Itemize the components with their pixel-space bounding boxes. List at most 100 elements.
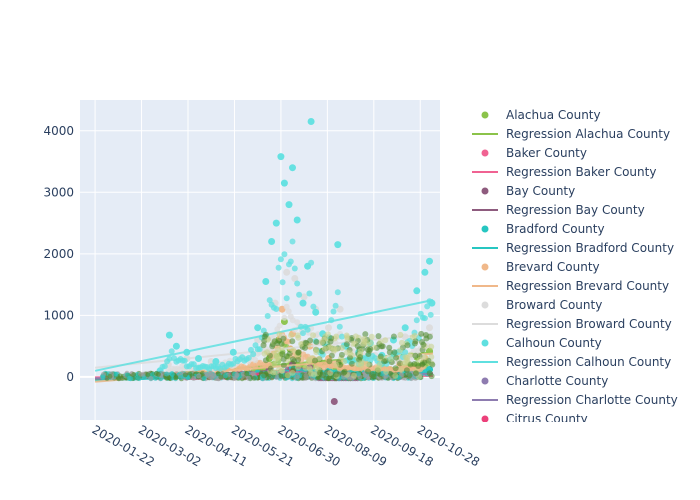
cluster-point <box>338 351 345 358</box>
cluster-point <box>310 332 317 339</box>
cluster-point <box>407 361 414 368</box>
baseline-point <box>356 371 362 377</box>
baseline-point <box>117 373 123 379</box>
baseline-point <box>278 373 284 379</box>
cluster-point <box>383 368 390 375</box>
cluster-point <box>313 339 320 345</box>
baseline-point <box>208 370 213 376</box>
data-point-calhoun-county <box>413 317 420 324</box>
data-point-calhoun-county <box>230 360 237 367</box>
legend-item-regression-calhoun-county[interactable]: Regression Calhoun County <box>472 355 671 369</box>
data-point-calhoun-county <box>293 216 301 224</box>
cluster-point <box>280 335 287 342</box>
cluster-point <box>387 356 394 363</box>
data-point-calhoun-county <box>275 264 282 271</box>
legend-label: Regression Broward County <box>506 317 672 331</box>
cluster-point <box>280 356 287 362</box>
data-point-calhoun-county <box>334 241 342 249</box>
baseline-point <box>182 372 188 378</box>
data-point-calhoun-county <box>296 291 303 298</box>
cluster-point <box>403 367 410 374</box>
data-point-calhoun-county <box>245 354 252 361</box>
data-point-calhoun-county <box>285 201 293 209</box>
legend-item-charlotte-county[interactable]: Charlotte County <box>481 374 609 388</box>
data-point-calhoun-county <box>304 326 311 333</box>
legend-item-citrus-county[interactable]: Citrus County <box>481 412 588 426</box>
legend-marker-swatch <box>481 339 489 347</box>
cluster-point <box>262 357 269 364</box>
data-point-calhoun-county <box>310 303 317 310</box>
cluster-point <box>313 365 319 372</box>
cluster-point <box>393 354 400 361</box>
cluster-point <box>382 337 389 344</box>
data-point-calhoun-county <box>421 315 428 322</box>
cluster-point <box>288 332 294 339</box>
data-point-calhoun-county <box>161 363 168 370</box>
legend-item-alachua-county[interactable]: Alachua County <box>481 108 601 122</box>
cluster-point <box>397 347 404 354</box>
data-point-calhoun-county <box>268 238 276 245</box>
legend[interactable]: Alachua County Regression Alachua County B… <box>472 108 678 426</box>
legend-item-broward-county[interactable]: Broward County <box>481 298 603 312</box>
cluster-point <box>279 367 286 374</box>
cluster-point <box>260 342 267 349</box>
cluster-point <box>413 370 419 377</box>
baseline-point <box>107 373 113 379</box>
cluster-point <box>429 361 436 368</box>
data-point-calhoun-county <box>401 324 409 332</box>
baseline-point <box>131 372 137 377</box>
data-point-broward-county <box>281 314 288 321</box>
cluster-point <box>320 372 327 379</box>
cluster-point <box>326 358 333 365</box>
cluster-point <box>312 357 318 364</box>
data-point-broward-county <box>283 268 291 276</box>
cluster-point <box>357 354 364 361</box>
legend-item-regression-broward-county[interactable]: Regression Broward County <box>472 317 672 331</box>
data-point-broward-county <box>291 275 299 282</box>
cluster-point <box>404 342 411 349</box>
data-point-calhoun-county <box>250 351 257 358</box>
data-point-calhoun-county <box>421 268 429 276</box>
legend-item-regression-bay-county[interactable]: Regression Bay County <box>472 203 645 217</box>
cluster-point <box>402 354 409 361</box>
legend-item-bradford-county[interactable]: Bradford County <box>481 222 605 236</box>
cluster-point <box>392 372 399 379</box>
cluster-point <box>327 344 334 351</box>
legend-item-regression-baker-county[interactable]: Regression Baker County <box>472 165 656 179</box>
baseline-point <box>303 373 309 379</box>
cluster-point <box>271 361 278 368</box>
cluster-point <box>381 358 388 365</box>
legend-item-regression-brevard-county[interactable]: Regression Brevard County <box>472 279 669 293</box>
data-point-calhoun-county <box>426 257 433 265</box>
cluster-point <box>279 351 286 357</box>
cluster-point <box>341 368 348 375</box>
legend-item-regression-charlotte-county[interactable]: Regression Charlotte County <box>472 393 678 407</box>
legend-item-regression-bradford-county[interactable]: Regression Bradford County <box>472 241 674 255</box>
cluster-point <box>276 331 283 338</box>
legend-label: Brevard County <box>506 260 600 274</box>
data-point-calhoun-county <box>256 346 263 353</box>
legend-marker-swatch <box>481 111 489 119</box>
cluster-point <box>333 361 340 368</box>
data-point-broward-county <box>285 308 292 315</box>
legend-label: Regression Alachua County <box>506 127 670 141</box>
data-point-calhoun-county <box>283 295 290 302</box>
cluster-point <box>291 358 298 365</box>
cluster-point <box>270 369 277 376</box>
data-point-broward-county <box>276 322 283 329</box>
legend-item-regression-alachua-county[interactable]: Regression Alachua County <box>472 127 670 141</box>
legend-item-baker-county[interactable]: Baker County <box>481 146 587 160</box>
cluster-point <box>402 359 409 366</box>
cluster-point <box>298 341 305 347</box>
legend-item-bay-county[interactable]: Bay County <box>481 184 576 198</box>
cluster-point <box>354 361 361 368</box>
cluster-point <box>280 362 287 369</box>
legend-label: Bay County <box>506 184 575 198</box>
legend-item-calhoun-county[interactable]: Calhoun County <box>481 336 602 350</box>
legend-label: Bradford County <box>506 222 605 236</box>
cluster-point <box>271 338 278 345</box>
legend-item-brevard-county[interactable]: Brevard County <box>481 260 600 274</box>
cluster-point <box>327 370 334 376</box>
cluster-point <box>406 372 413 379</box>
cluster-point <box>422 354 429 361</box>
